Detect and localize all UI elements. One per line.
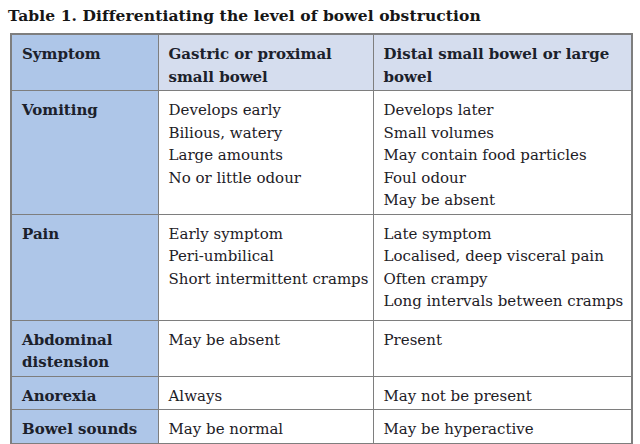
row-header-vomiting: Vomiting xyxy=(11,91,158,215)
pain-distal-cell: Late symptom Localised, deep visceral pa… xyxy=(373,214,632,320)
table-title: Table 1. Differentiating the level of bo… xyxy=(8,6,481,25)
cell-line: Localised, deep visceral pain xyxy=(384,245,622,268)
column-header-symptom: Symptom xyxy=(11,34,158,91)
cell-line: Early symptom xyxy=(169,223,363,246)
distension-distal-cell: Present xyxy=(373,320,632,376)
table-row-bowel-sounds: Bowel sounds May be normal May be hypera… xyxy=(11,410,632,444)
cell-line: Develops later xyxy=(384,99,622,122)
cell-line: Long intervals between cramps xyxy=(384,290,622,313)
distension-proximal-cell: May be absent xyxy=(158,320,373,376)
bowel-sounds-distal-cell: May be hyperactive xyxy=(373,410,632,444)
table-row-vomiting: Vomiting Develops early Bilious, watery … xyxy=(11,91,632,215)
bowel-sounds-proximal-cell: May be normal xyxy=(158,410,373,444)
row-header-pain: Pain xyxy=(11,214,158,320)
cell-line: May be normal xyxy=(169,418,363,441)
row-header-abdominal-distension: Abdominal distension xyxy=(11,320,158,376)
cell-line: May not be present xyxy=(384,385,622,408)
table-row-pain: Pain Early symptom Peri-umbilical Short … xyxy=(11,214,632,320)
bowel-obstruction-table: Symptom Gastric or proximal small bowel … xyxy=(10,33,633,444)
cell-line: Large amounts xyxy=(169,144,363,167)
column-header-distal: Distal small bowel or large bowel xyxy=(373,34,632,91)
row-header-anorexia: Anorexia xyxy=(11,376,158,410)
anorexia-distal-cell: May not be present xyxy=(373,376,632,410)
cell-line: Bilious, watery xyxy=(169,122,363,145)
cell-line: Foul odour xyxy=(384,167,622,190)
cell-line: Present xyxy=(384,329,622,352)
cell-line: Short intermittent cramps xyxy=(169,268,363,291)
cell-line: May contain food particles xyxy=(384,144,622,167)
cell-line: Always xyxy=(169,385,363,408)
cell-line: Often crampy xyxy=(384,268,622,291)
pain-proximal-cell: Early symptom Peri-umbilical Short inter… xyxy=(158,214,373,320)
cell-line: Peri-umbilical xyxy=(169,245,363,268)
cell-line: No or little odour xyxy=(169,167,363,190)
cell-line: May be absent xyxy=(169,329,363,352)
anorexia-proximal-cell: Always xyxy=(158,376,373,410)
vomiting-distal-cell: Develops later Small volumes May contain… xyxy=(373,91,632,215)
cell-line: May be hyperactive xyxy=(384,418,622,441)
page: Table 1. Differentiating the level of bo… xyxy=(0,0,640,444)
table-row-anorexia: Anorexia Always May not be present xyxy=(11,376,632,410)
table-row-abdominal-distension: Abdominal distension May be absent Prese… xyxy=(11,320,632,376)
header-row: Symptom Gastric or proximal small bowel … xyxy=(11,34,632,91)
row-header-bowel-sounds: Bowel sounds xyxy=(11,410,158,444)
cell-line: Small volumes xyxy=(384,122,622,145)
column-header-proximal: Gastric or proximal small bowel xyxy=(158,34,373,91)
vomiting-proximal-cell: Develops early Bilious, watery Large amo… xyxy=(158,91,373,215)
cell-line: Late symptom xyxy=(384,223,622,246)
cell-line: Develops early xyxy=(169,99,363,122)
cell-line: May be absent xyxy=(384,189,622,212)
